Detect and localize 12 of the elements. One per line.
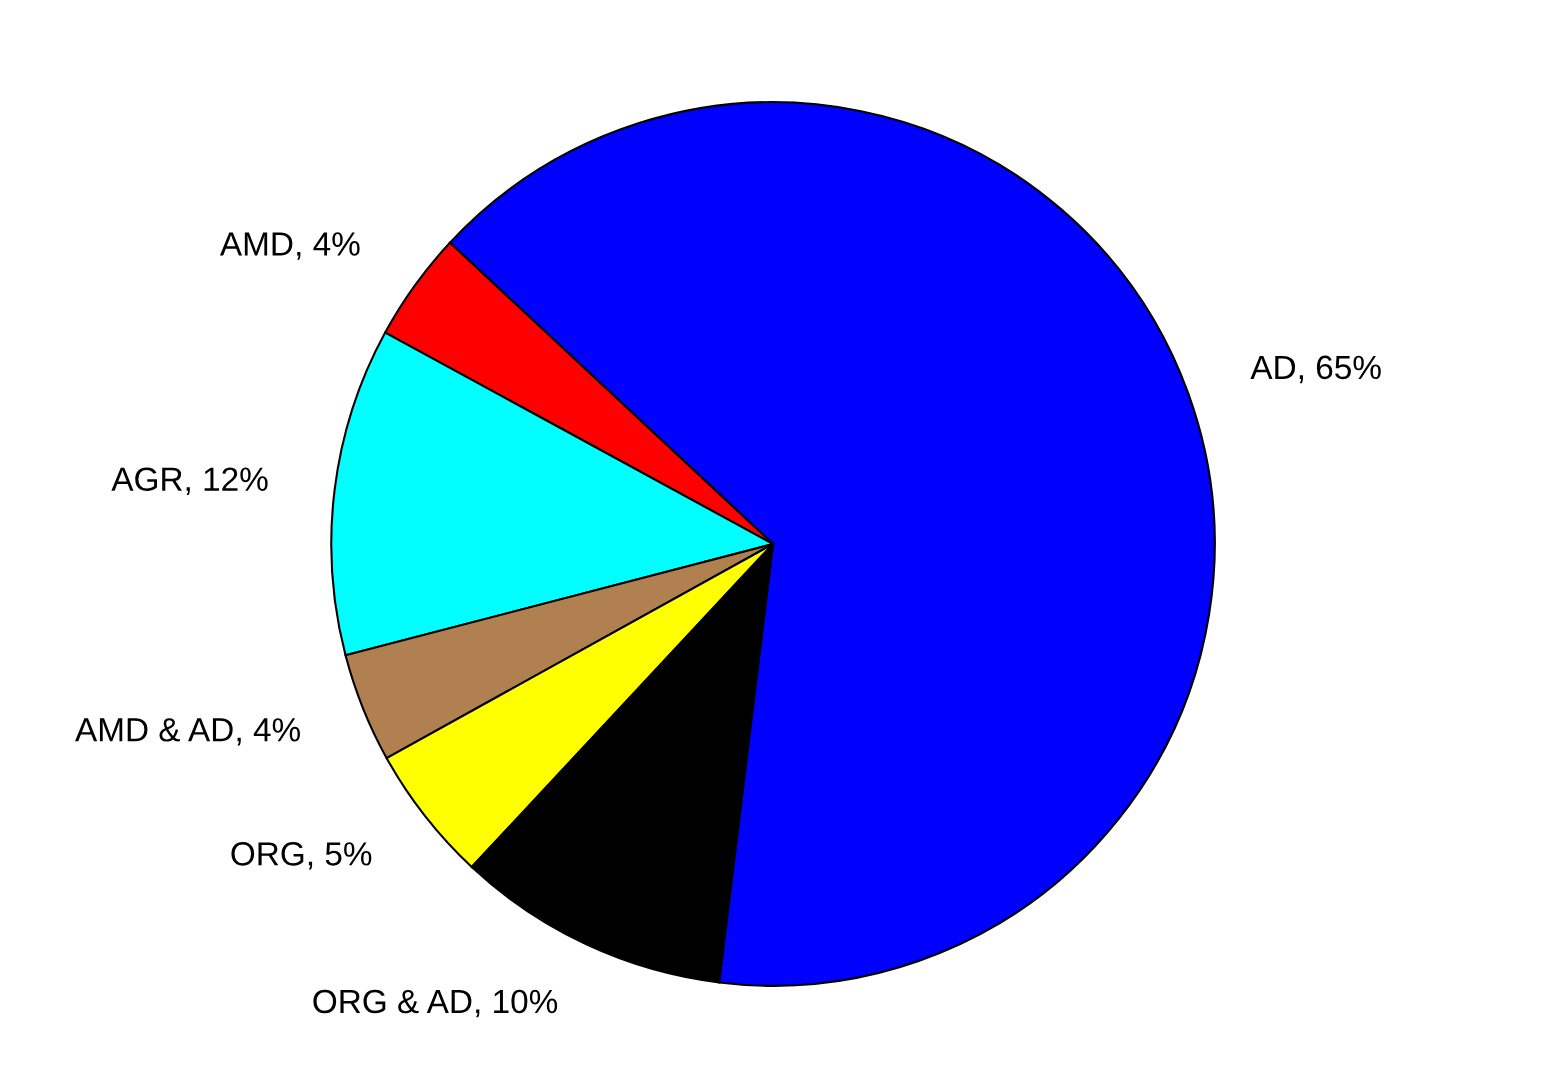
data-label: , 5%: [308, 842, 372, 870]
slice-label: ORG & AD: [313, 989, 472, 1014]
slice-label: ORG: [231, 842, 304, 866]
data-label: , 10%: [476, 989, 558, 1018]
data-label: , 65%: [1299, 355, 1381, 384]
data-label: , 12%: [186, 467, 268, 495]
slice-label: AGR: [111, 467, 182, 492]
slice-label: AMD & AD: [75, 718, 233, 742]
slice-label: AD: [1250, 355, 1296, 379]
data-label: , 4%: [237, 718, 300, 746]
data-label: , 4%: [297, 232, 360, 260]
slice-label: AMD: [219, 232, 293, 256]
